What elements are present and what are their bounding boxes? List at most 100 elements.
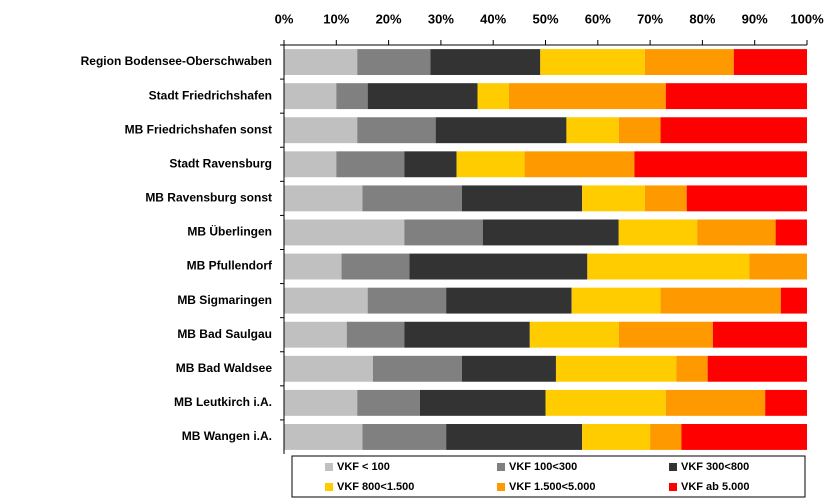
bar-segment [461,185,583,212]
bar-segment [461,355,556,382]
bar-segment [529,321,619,348]
legend-label: VKF ab 5.000 [681,481,749,493]
y-tick-label: MB Friedrichshafen sonst [125,122,272,136]
legend-label: VKF 300<800 [681,461,749,473]
bar-segment [430,49,541,75]
bar-segment [660,287,781,314]
bar-segment [367,287,447,314]
bar-segment [284,219,405,246]
bar-segment [697,219,776,246]
bar-segment [582,424,651,450]
bar-segment [555,355,677,382]
bar-segment [409,253,588,280]
bar-segment [634,151,807,178]
y-tick-label: MB Leutkirch i.A. [174,395,272,409]
y-tick-label: MB Ravensburg sonst [145,191,272,205]
x-tick-label: 0% [275,11,294,26]
x-tick-label: 60% [585,11,611,26]
x-tick-label: 70% [637,11,663,26]
bar-segment [644,49,734,75]
bar-segment [367,83,478,110]
bar-segment [571,287,661,314]
bar-segment [765,389,807,416]
y-tick-label: Stadt Ravensburg [169,156,272,170]
bar-segment [372,355,462,382]
bar-segment [618,219,698,246]
y-tick-label: MB Überlingen [187,224,272,239]
bar-segment [341,253,410,280]
bar-segment [284,355,373,382]
bar-segment [336,151,405,178]
bar-segment [284,83,337,110]
bar-segment [707,355,807,382]
bar-segment [446,424,583,450]
bar-segment [508,83,666,110]
legend-label: VKF 100<300 [509,461,577,473]
bar-segment [681,424,807,450]
x-tick-label: 10% [323,11,349,26]
bar-segment [733,49,807,75]
bar-segment [284,389,358,416]
x-tick-label: 90% [742,11,768,26]
bar-segment [582,185,645,212]
bar-segment [357,49,431,75]
bar-segment [545,389,666,416]
bar-segment [284,185,363,212]
x-tick-label: 30% [428,11,454,26]
bar-segment [618,321,713,348]
bar-segment [665,83,807,110]
bar-segment [749,253,807,280]
bar-segment [284,424,363,450]
bar-segment [660,117,807,144]
bar-segment [456,151,525,178]
y-tick-label: MB Sigmaringen [177,293,272,307]
bar-segment [336,83,368,110]
y-tick-label: MB Wangen i.A. [182,429,272,443]
bar-segment [618,117,661,144]
legend-swatch [325,463,333,471]
bar-segment [686,185,807,212]
legend-swatch [497,463,505,471]
x-tick-label: 40% [480,11,506,26]
bar-segment [524,151,635,178]
legend-label: VKF < 100 [337,461,390,473]
bar-segment [284,49,358,75]
y-tick-label: Stadt Friedrichshafen [149,88,272,102]
bar-segment [446,287,572,314]
y-tick-label: Region Bodensee-Oberschwaben [81,54,272,68]
bar-segment [477,83,509,110]
legend-swatch [669,483,677,491]
y-tick-label: MB Pfullendorf [187,259,273,273]
bar-segment [587,253,750,280]
bar-segment [404,321,530,348]
x-tick-label: 50% [532,11,558,26]
legend-swatch [669,463,677,471]
bar-segment [284,117,358,144]
bar-segment [284,287,368,314]
bar-segment [566,117,619,144]
x-tick-label: 80% [689,11,715,26]
bar-segment [435,117,567,144]
bar-segment [362,424,447,450]
bar-segment [357,117,436,144]
legend-label: VKF 1.500<5.000 [509,481,596,493]
legend-box [291,455,806,498]
bar-segment [362,185,462,212]
bar-segment [780,287,807,314]
bar-segment [284,253,342,280]
bar-segment [775,219,807,246]
bar-segment [284,321,347,348]
bar-segment [346,321,405,348]
bar-segment [644,185,687,212]
legend-label: VKF 800<1.500 [337,481,414,493]
bar-segment [419,389,546,416]
bar-segment [482,219,619,246]
bar-segment [650,424,682,450]
y-tick-label: MB Bad Saulgau [177,327,272,341]
bar-segment [357,389,420,416]
x-tick-label: 100% [790,11,824,26]
bar-segment [404,219,483,246]
x-tick-label: 20% [376,11,402,26]
bar-segment [540,49,645,75]
legend-swatch [325,483,333,491]
